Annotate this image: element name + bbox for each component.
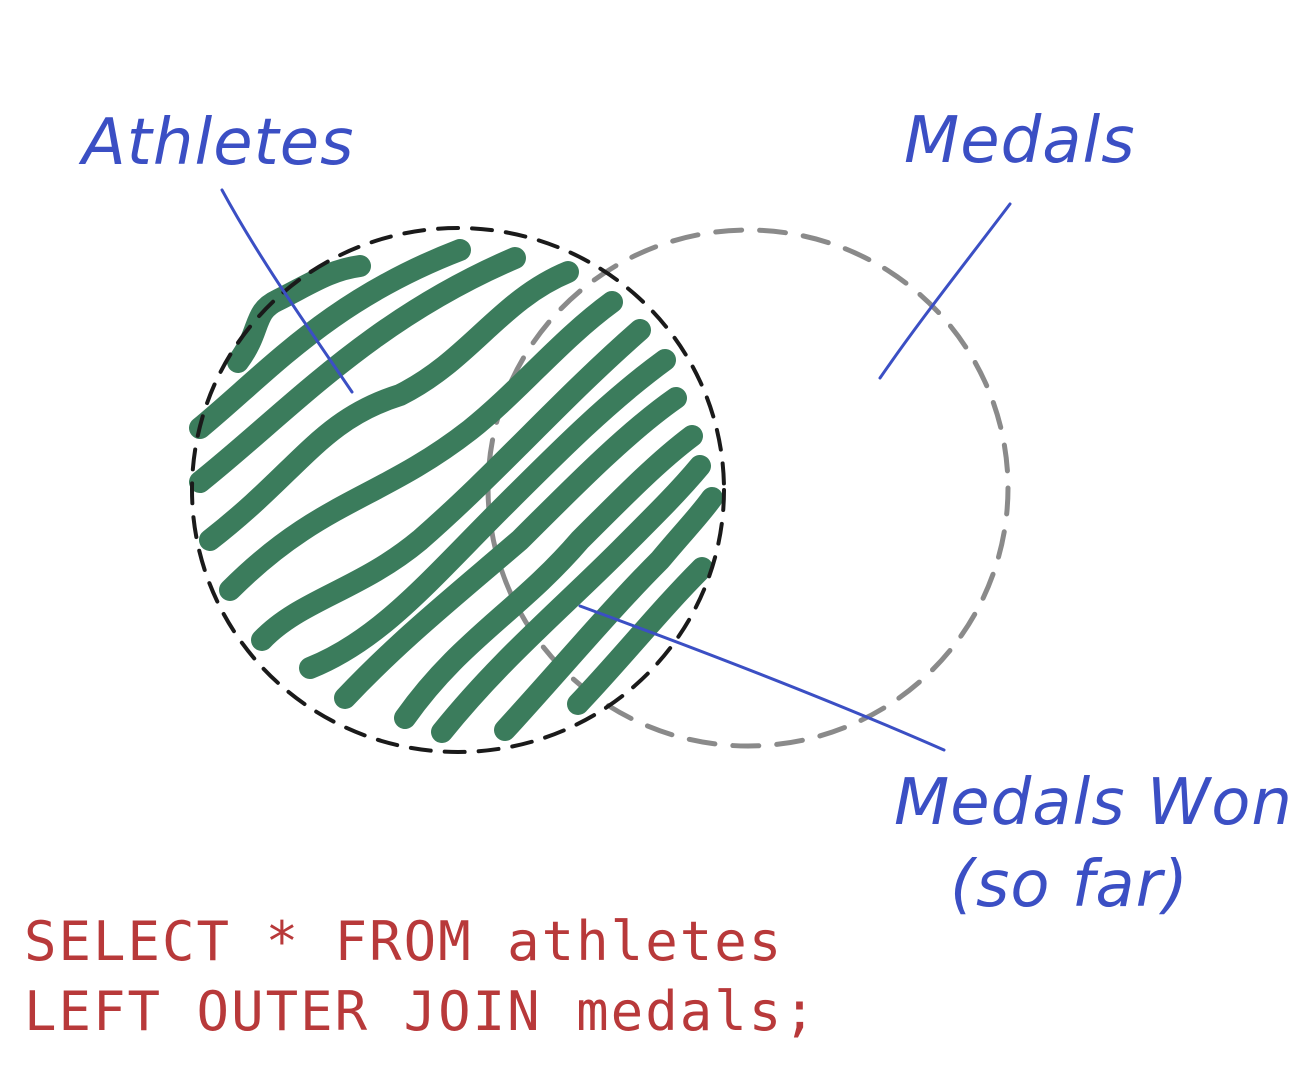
medals-won-label-line1: Medals Won [894, 766, 1293, 840]
medals-won-pointer-line [580, 606, 944, 750]
medals-pointer-line [880, 204, 1010, 378]
medals-label: Medals [904, 104, 1136, 178]
sql-query-line1: SELECT * FROM athletes [24, 910, 783, 973]
athletes-set-hatch-fill [200, 250, 712, 732]
sql-query-line2: LEFT OUTER JOIN medals; [24, 980, 818, 1043]
medals-won-label-line2: (so far) [950, 848, 1189, 922]
athletes-label: Athletes [78, 106, 354, 180]
